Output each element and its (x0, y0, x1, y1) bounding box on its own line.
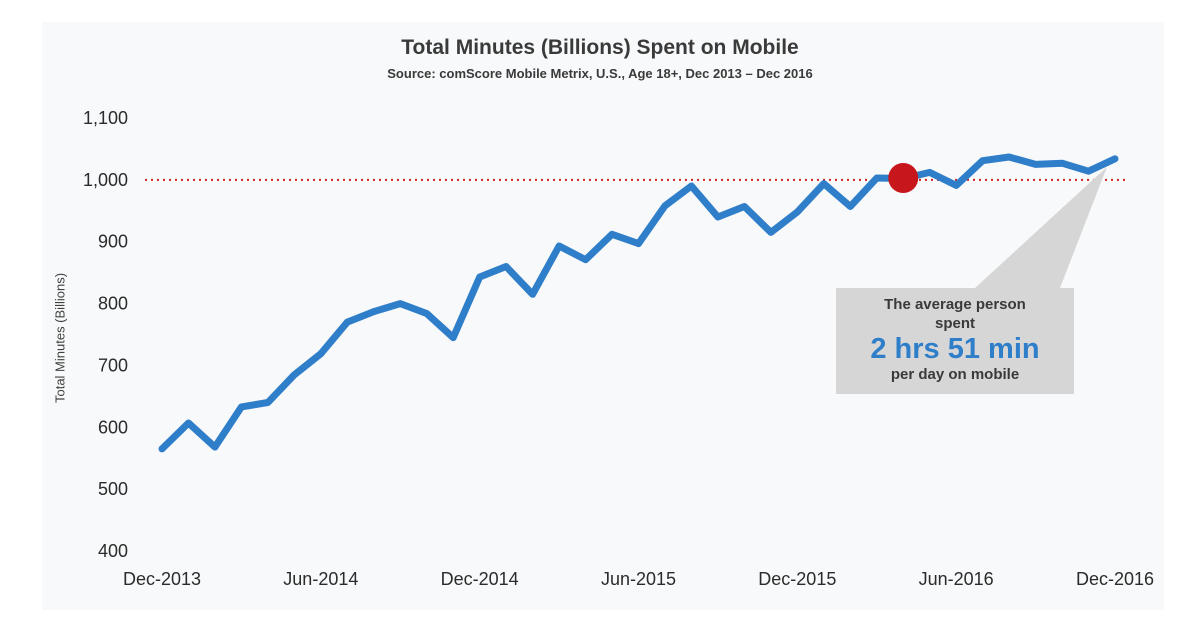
y-tick-label: 600 (98, 417, 128, 437)
annotation-emphasis: 2 hrs 51 min (870, 333, 1040, 365)
annotation-callout: The average person spent 2 hrs 51 min pe… (836, 288, 1074, 394)
annotation-pointer (975, 166, 1107, 288)
highlight-point (888, 163, 919, 194)
y-tick-label: 400 (98, 541, 128, 561)
series-line (158, 153, 1119, 453)
y-tick-label: 800 (98, 294, 128, 314)
x-tick-label: Dec-2014 (441, 569, 519, 589)
annotation-line1: The average person (884, 296, 1026, 313)
x-tick-label: Dec-2013 (123, 569, 201, 589)
x-tick-label: Jun-2016 (919, 569, 994, 589)
x-tick-label: Dec-2016 (1076, 569, 1154, 589)
y-tick-label: 500 (98, 479, 128, 499)
annotation-line2: spent (934, 315, 975, 332)
x-tick-label: Jun-2015 (601, 569, 676, 589)
chart-title: Total Minutes (Billions) Spent on Mobile (401, 36, 799, 59)
y-tick-label: 1,000 (83, 170, 128, 190)
x-tick-label: Jun-2014 (283, 569, 358, 589)
chart-subtitle: Source: comScore Mobile Metrix, U.S., Ag… (387, 66, 813, 81)
y-tick-label: 900 (98, 232, 128, 252)
y-tick-label: 700 (98, 355, 128, 375)
x-tick-label: Dec-2015 (758, 569, 836, 589)
annotation-line4: per day on mobile (890, 366, 1020, 383)
y-tick-label: 1,100 (83, 108, 128, 128)
